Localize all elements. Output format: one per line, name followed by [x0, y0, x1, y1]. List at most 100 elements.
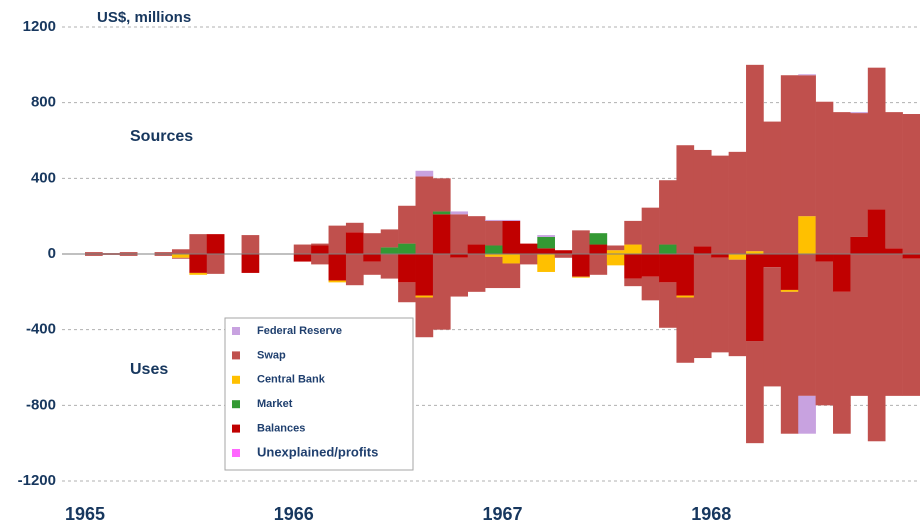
- bar-segment: [537, 236, 555, 249]
- bar-segment: [206, 234, 225, 254]
- bar-segment: [432, 254, 451, 330]
- y-tick-label: 0: [48, 245, 56, 262]
- bar-segment: [676, 295, 695, 298]
- bar-segment: [572, 276, 590, 278]
- bar-segment: [467, 254, 486, 292]
- x-tick-label: 1967: [482, 504, 522, 524]
- bar-segment: [450, 257, 469, 297]
- bar-segment: [502, 220, 521, 254]
- legend-swatch: [232, 424, 240, 433]
- bar-segment: [380, 247, 399, 254]
- bar-segment: [833, 112, 851, 254]
- bar-segment: [624, 244, 642, 254]
- bar-segment: [589, 254, 608, 275]
- bar-segment: [467, 216, 486, 245]
- y-tick-label: -400: [26, 321, 56, 338]
- bar-segment: [606, 254, 625, 266]
- bar-segment: [728, 151, 747, 254]
- bar-segment: [485, 219, 503, 221]
- y-tick-label: 1200: [23, 18, 56, 35]
- bar-segment: [241, 235, 260, 254]
- bar-segment: [867, 209, 886, 254]
- bar-segment: [502, 219, 521, 221]
- bar-segment: [746, 341, 764, 444]
- x-tick-label: 1965: [65, 504, 105, 524]
- bar-segment: [885, 112, 903, 249]
- bar-segment: [711, 257, 729, 353]
- legend-label: Balances: [257, 423, 305, 435]
- bar-segment: [415, 176, 434, 254]
- bar-segment: [606, 245, 625, 251]
- legend-swatch: [232, 351, 240, 360]
- bar-segment: [780, 75, 799, 254]
- y-tick-label: -1200: [18, 472, 56, 489]
- bar-segment: [815, 261, 834, 406]
- x-tick-label: 1966: [274, 504, 314, 524]
- bar-segment: [902, 258, 920, 396]
- legend-label: Central Bank: [257, 374, 326, 386]
- bar-segment: [589, 233, 608, 245]
- bar-segment: [572, 254, 590, 277]
- bar-segment: [659, 244, 677, 254]
- bar-segment: [189, 234, 208, 254]
- bar-segment: [537, 248, 555, 254]
- bar-segment: [415, 254, 434, 296]
- bar-segment: [171, 254, 190, 258]
- bar-segment: [519, 254, 538, 265]
- bar-segment: [728, 254, 747, 260]
- bar-segment: [171, 257, 190, 259]
- annotation: Uses: [130, 361, 168, 378]
- bar-segment: [589, 244, 608, 254]
- bar-segment: [641, 254, 660, 277]
- legend-label: Swap: [257, 349, 286, 361]
- bar-segment: [398, 205, 416, 244]
- bar-segment: [833, 254, 851, 292]
- bar-segment: [241, 254, 260, 273]
- bar-segment: [641, 276, 660, 301]
- bar-segment: [676, 297, 695, 363]
- bar-segment: [572, 230, 590, 254]
- bar-segment: [693, 254, 712, 359]
- y-tick-label: -800: [26, 396, 56, 413]
- legend-swatch: [232, 400, 240, 409]
- bar-segment: [171, 249, 190, 254]
- bar-segment: [328, 254, 347, 281]
- bar-segment: [85, 252, 103, 254]
- bar-segment: [345, 222, 364, 233]
- bar-segment: [728, 259, 747, 357]
- bar-segment: [850, 254, 869, 396]
- bar-segment: [485, 245, 503, 254]
- bars: [85, 64, 920, 444]
- legend-label: Unexplained/profits: [257, 444, 378, 459]
- annotation: Sources: [130, 128, 193, 145]
- bar-segment: [189, 254, 208, 273]
- bar-segment: [746, 254, 764, 342]
- y-tick-label: 800: [31, 94, 56, 111]
- bar-segment: [398, 254, 416, 283]
- bar-segment: [380, 254, 399, 279]
- bar-segment: [189, 272, 208, 275]
- bar-segment: [554, 254, 573, 258]
- bar-segment: [450, 211, 469, 215]
- bar-segment: [537, 235, 555, 237]
- bar-segment: [815, 101, 834, 255]
- bar-segment: [711, 254, 729, 258]
- bar-segment: [902, 114, 920, 255]
- bar-segment: [554, 250, 573, 254]
- bar-segment: [206, 254, 225, 274]
- bar-segment: [450, 214, 469, 254]
- bar-segment: [432, 211, 451, 215]
- bar-segment: [850, 236, 869, 254]
- bar-segment: [763, 121, 782, 254]
- bar-segment: [850, 112, 869, 114]
- bar-segment: [415, 295, 434, 298]
- legend-label: Federal Reserve: [257, 325, 342, 337]
- bar-segment: [798, 254, 816, 396]
- bar-segment: [154, 254, 173, 256]
- bar-segment: [606, 250, 625, 254]
- bar-segment: [867, 254, 886, 442]
- bar-segment: [711, 155, 729, 254]
- bar-segment: [519, 243, 538, 254]
- bar-segment: [815, 254, 834, 262]
